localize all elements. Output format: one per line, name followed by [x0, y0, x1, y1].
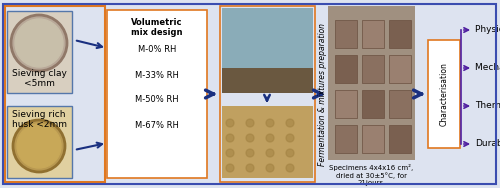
Bar: [7, 11, 72, 93]
Bar: [335, 20, 357, 48]
Circle shape: [246, 149, 254, 157]
Bar: [389, 20, 411, 48]
Circle shape: [266, 149, 274, 157]
Bar: [428, 40, 460, 148]
Bar: [389, 125, 411, 153]
Text: M-0% RH: M-0% RH: [138, 45, 176, 55]
Bar: [222, 8, 313, 93]
Circle shape: [226, 164, 234, 172]
Circle shape: [17, 124, 61, 168]
Text: Physical properties: Physical properties: [475, 26, 500, 35]
Text: Thermal properties: Thermal properties: [475, 102, 500, 111]
Circle shape: [266, 134, 274, 142]
Text: M-67% RH: M-67% RH: [135, 121, 179, 130]
Circle shape: [226, 134, 234, 142]
Bar: [335, 125, 357, 153]
Circle shape: [15, 19, 63, 67]
Bar: [362, 20, 384, 48]
Circle shape: [286, 164, 294, 172]
Circle shape: [266, 119, 274, 127]
Text: Characterisation: Characterisation: [440, 62, 448, 126]
Bar: [222, 68, 313, 93]
Text: Specimens 4x4x16 cm²,
dried at 30±5°C, for
21jours: Specimens 4x4x16 cm², dried at 30±5°C, f…: [329, 164, 413, 186]
Text: Durability: Durability: [475, 139, 500, 149]
Text: Sieving rich
husk <2mm: Sieving rich husk <2mm: [12, 110, 66, 129]
Circle shape: [286, 134, 294, 142]
Bar: [5, 6, 105, 182]
Circle shape: [286, 149, 294, 157]
Circle shape: [286, 119, 294, 127]
Bar: [7, 106, 72, 178]
Circle shape: [266, 164, 274, 172]
Text: Volumetric
mix design: Volumetric mix design: [131, 18, 183, 37]
Circle shape: [226, 149, 234, 157]
Bar: [220, 6, 315, 182]
Text: Fermentation & mixtures preparation: Fermentation & mixtures preparation: [318, 23, 327, 165]
Bar: [222, 106, 313, 178]
Bar: [335, 90, 357, 118]
Bar: [389, 90, 411, 118]
Circle shape: [13, 120, 65, 172]
Bar: [328, 6, 415, 160]
Bar: [362, 90, 384, 118]
Text: M-33% RH: M-33% RH: [135, 70, 179, 80]
Text: M-50% RH: M-50% RH: [135, 96, 179, 105]
Bar: [389, 55, 411, 83]
Bar: [107, 10, 207, 178]
Circle shape: [246, 134, 254, 142]
Bar: [362, 55, 384, 83]
Circle shape: [246, 119, 254, 127]
Circle shape: [246, 164, 254, 172]
Bar: [335, 55, 357, 83]
Bar: [362, 125, 384, 153]
Text: Sieving clay
<5mm: Sieving clay <5mm: [12, 69, 66, 88]
Circle shape: [11, 15, 67, 71]
Circle shape: [226, 119, 234, 127]
Text: Mechanical properties: Mechanical properties: [475, 64, 500, 73]
